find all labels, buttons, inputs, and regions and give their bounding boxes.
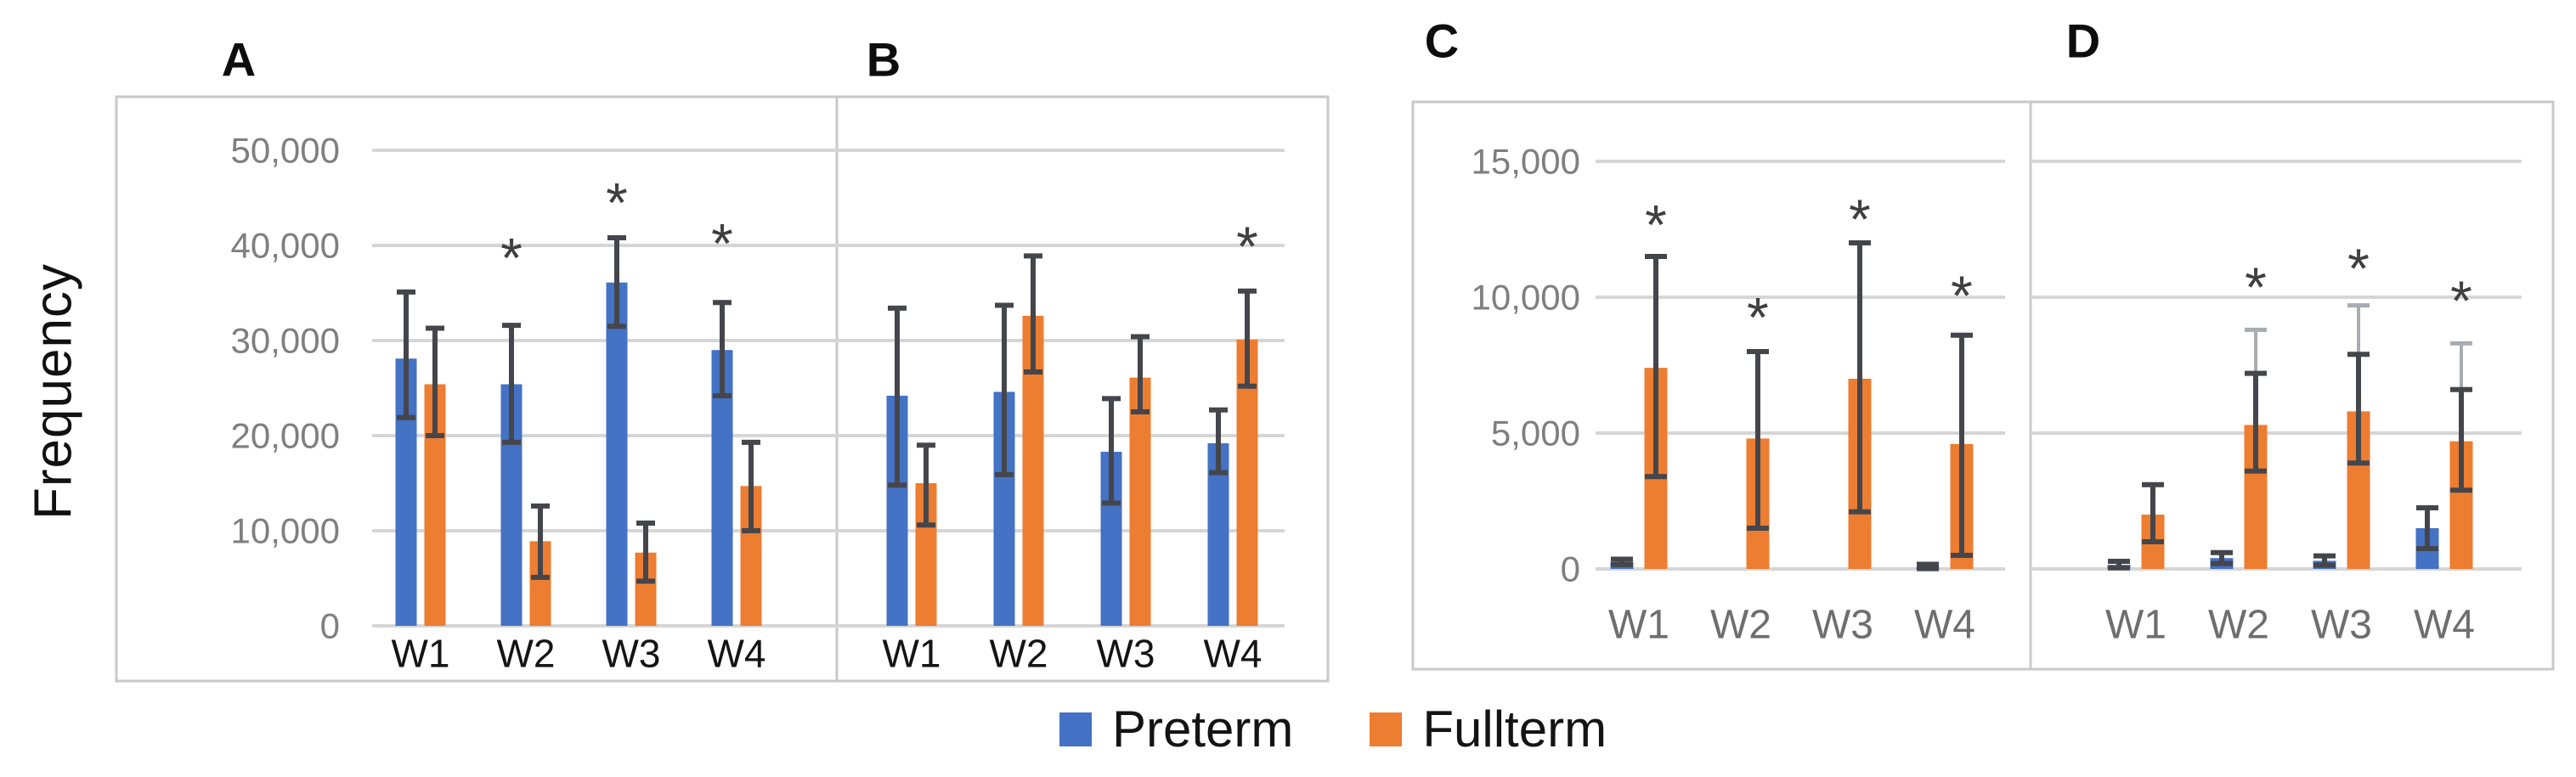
panel-label-d: D xyxy=(2065,14,2101,68)
legend-label-fullterm: Fullterm xyxy=(1422,701,1607,757)
x-label-w1: W1 xyxy=(1608,602,1669,647)
x-label-w2: W2 xyxy=(497,632,556,676)
panel-label-a: A xyxy=(221,32,257,87)
bar-fullterm-w3 xyxy=(1129,377,1151,626)
y-tick-label: 0 xyxy=(320,605,340,645)
bar-preterm-w3 xyxy=(606,282,628,626)
significance-asterisk: * xyxy=(1951,264,1973,327)
panel-box-cd xyxy=(1411,100,2555,671)
panel-label-b: B xyxy=(866,32,901,87)
panel-box-ab xyxy=(115,95,1330,683)
x-label-w2: W2 xyxy=(2208,602,2269,647)
legend: Preterm Fullterm xyxy=(1059,704,1607,755)
x-label-w3: W3 xyxy=(1812,602,1873,647)
y-tick-label: 50,000 xyxy=(231,130,340,170)
x-label-w3: W3 xyxy=(1097,632,1155,676)
x-label-w1: W1 xyxy=(392,632,450,676)
fullterm-swatch-icon xyxy=(1370,712,1403,746)
significance-asterisk: * xyxy=(2245,256,2267,318)
significance-asterisk: * xyxy=(1747,285,1769,348)
x-label-w4: W4 xyxy=(1914,602,1975,647)
x-label-w4: W4 xyxy=(708,632,766,676)
legend-label-preterm: Preterm xyxy=(1112,701,1294,757)
y-tick-label: 10,000 xyxy=(1472,277,1580,317)
x-label-w2: W2 xyxy=(990,632,1048,676)
significance-asterisk: * xyxy=(1645,194,1667,256)
y-tick-label: 15,000 xyxy=(1472,141,1580,181)
panel-label-c: C xyxy=(1424,14,1460,68)
y-tick-label: 10,000 xyxy=(231,510,340,550)
significance-asterisk: * xyxy=(500,226,523,289)
y-tick-label: 20,000 xyxy=(231,415,340,455)
x-label-w3: W3 xyxy=(602,632,661,676)
x-label-w2: W2 xyxy=(1710,602,1771,647)
x-label-w4: W4 xyxy=(1204,632,1263,676)
preterm-swatch-icon xyxy=(1059,712,1092,746)
x-label-w3: W3 xyxy=(2311,602,2372,647)
legend-item-fullterm: Fullterm xyxy=(1370,704,1607,755)
significance-asterisk: * xyxy=(606,171,628,234)
significance-asterisk: * xyxy=(711,212,733,275)
x-label-w1: W1 xyxy=(883,632,941,676)
y-tick-label: 0 xyxy=(1561,549,1580,588)
y-tick-label: 5,000 xyxy=(1491,413,1580,453)
significance-asterisk: * xyxy=(1236,215,1258,278)
legend-item-preterm: Preterm xyxy=(1059,704,1293,755)
significance-asterisk: * xyxy=(2347,237,2370,300)
significance-asterisk: * xyxy=(2450,269,2472,332)
significance-asterisk: * xyxy=(1849,188,1871,251)
y-tick-label: 30,000 xyxy=(231,320,340,360)
x-label-w4: W4 xyxy=(2414,602,2475,647)
x-label-w1: W1 xyxy=(2105,602,2166,647)
y-tick-label: 40,000 xyxy=(231,225,340,265)
